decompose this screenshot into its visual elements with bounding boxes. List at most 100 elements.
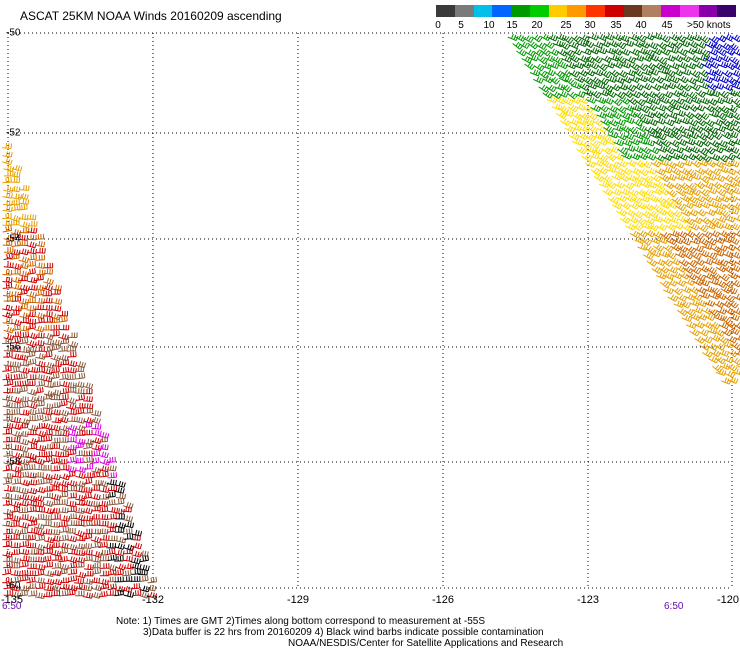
wind-barb bbox=[694, 167, 706, 176]
wind-barb bbox=[630, 180, 642, 188]
wind-barb bbox=[35, 430, 47, 438]
wind-barb bbox=[706, 186, 718, 195]
wind-barb bbox=[43, 268, 54, 275]
wind-barb bbox=[615, 55, 627, 64]
wind-barb bbox=[651, 110, 663, 119]
wind-barb bbox=[714, 236, 726, 245]
wind-barb bbox=[123, 544, 135, 552]
wind-barb bbox=[693, 321, 705, 329]
wind-barb bbox=[107, 554, 117, 561]
wind-barb bbox=[99, 494, 110, 500]
wind-barb bbox=[603, 33, 615, 41]
wind-barb bbox=[591, 55, 603, 64]
wind-barb bbox=[671, 41, 683, 49]
wind-barb bbox=[67, 506, 77, 512]
wind-barb bbox=[719, 210, 731, 219]
wind-barb bbox=[75, 472, 86, 479]
wind-barb bbox=[139, 575, 149, 583]
wind-barb bbox=[692, 306, 703, 314]
wind-barb bbox=[644, 75, 656, 84]
wind-barb bbox=[27, 366, 39, 373]
wind-barb bbox=[51, 305, 62, 312]
colorbar-segment bbox=[511, 5, 530, 17]
wind-barb bbox=[627, 216, 639, 224]
wind-barb bbox=[66, 527, 76, 534]
wind-barb bbox=[123, 521, 135, 529]
wind-barb bbox=[10, 346, 21, 353]
wind-barb bbox=[692, 244, 704, 253]
wind-barb bbox=[19, 221, 30, 229]
wind-barb bbox=[131, 542, 143, 550]
wind-barb bbox=[619, 125, 631, 133]
wind-barb bbox=[704, 146, 716, 155]
wind-barb bbox=[66, 480, 78, 487]
wind-barb bbox=[695, 208, 707, 217]
wind-barb bbox=[710, 168, 722, 177]
wind-barb bbox=[644, 111, 656, 119]
wind-barb bbox=[42, 477, 53, 484]
wind-barb bbox=[35, 254, 46, 261]
wind-barb bbox=[704, 208, 716, 217]
wind-barb bbox=[11, 477, 22, 485]
wind-barb bbox=[83, 456, 93, 464]
wind-barb bbox=[74, 381, 85, 388]
wind-barb bbox=[663, 272, 675, 280]
wind-barb bbox=[616, 159, 628, 168]
wind-barb bbox=[660, 62, 672, 70]
wind-barb bbox=[681, 314, 693, 323]
wind-barb bbox=[667, 216, 679, 224]
wind-barb bbox=[10, 557, 21, 564]
wind-barb bbox=[91, 479, 102, 486]
wind-barb bbox=[678, 259, 690, 267]
wind-barb bbox=[561, 84, 572, 93]
wind-barb bbox=[91, 567, 102, 575]
wind-barb bbox=[74, 441, 84, 449]
wind-barb bbox=[34, 262, 46, 269]
wind-barb bbox=[676, 231, 688, 239]
wind-barb bbox=[49, 507, 60, 514]
wind-barb bbox=[651, 47, 663, 56]
wind-barb bbox=[682, 96, 694, 105]
wind-barb bbox=[11, 353, 22, 361]
wind-barb bbox=[643, 33, 655, 41]
wind-barb bbox=[99, 563, 110, 569]
wind-barb bbox=[19, 458, 30, 466]
wind-barb bbox=[2, 443, 12, 450]
wind-barb bbox=[625, 84, 637, 93]
wind-barb bbox=[652, 138, 664, 147]
wind-barb bbox=[693, 231, 704, 240]
wind-barb bbox=[602, 97, 614, 105]
wind-barb bbox=[19, 337, 29, 345]
wind-barb bbox=[708, 309, 720, 317]
wind-barb bbox=[680, 209, 692, 217]
wind-barb bbox=[522, 35, 534, 43]
wind-barb bbox=[583, 118, 595, 126]
wind-barb bbox=[597, 138, 609, 146]
wind-barb bbox=[130, 534, 141, 541]
wind-barb bbox=[35, 353, 46, 360]
wind-barb bbox=[688, 55, 700, 63]
wind-barb bbox=[682, 174, 694, 182]
wind-barb bbox=[19, 198, 30, 205]
wind-barb bbox=[59, 577, 70, 584]
wind-barb bbox=[59, 464, 70, 471]
wind-barb bbox=[67, 430, 79, 437]
wind-barb bbox=[91, 423, 102, 430]
wind-barb bbox=[42, 375, 53, 383]
wind-barb bbox=[692, 153, 704, 162]
wind-barb bbox=[3, 472, 14, 479]
wind-barb bbox=[114, 549, 125, 557]
wind-barb bbox=[670, 103, 682, 111]
wind-barb bbox=[644, 49, 656, 57]
wind-barb bbox=[90, 485, 100, 491]
wind-barb bbox=[624, 209, 636, 217]
wind-barb bbox=[11, 232, 21, 239]
time-label-left: 6:50 bbox=[2, 601, 22, 612]
wind-barb bbox=[26, 402, 38, 410]
wind-barb bbox=[66, 345, 77, 352]
wind-barb bbox=[603, 125, 615, 134]
wind-barb bbox=[10, 542, 21, 549]
wind-barb bbox=[34, 548, 45, 555]
wind-barb bbox=[651, 126, 663, 135]
wind-barb bbox=[19, 560, 29, 568]
